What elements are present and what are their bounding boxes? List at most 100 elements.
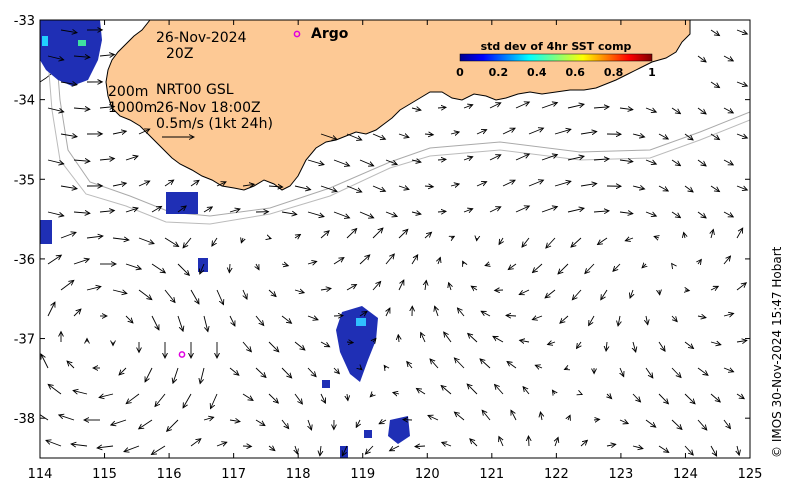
- current-vector: [372, 133, 385, 139]
- current-vector: [737, 445, 739, 455]
- current-vector: [541, 103, 557, 109]
- current-vector: [645, 419, 656, 427]
- current-vector: [255, 315, 264, 326]
- current-vector: [155, 393, 166, 406]
- current-vector: [125, 263, 141, 269]
- x-tick-label: 123: [608, 467, 633, 482]
- current-vector: [294, 185, 311, 190]
- current-vector: [489, 155, 501, 161]
- y-tick-label: -36: [14, 253, 35, 268]
- current-vector: [281, 264, 288, 266]
- current-vector: [463, 261, 464, 264]
- current-vector: [736, 393, 744, 399]
- current-vector: [593, 419, 600, 420]
- current-vector: [307, 211, 324, 217]
- current-vector: [523, 387, 530, 395]
- current-vector: [47, 211, 64, 216]
- current-vector: [145, 367, 153, 382]
- current-vector: [645, 211, 656, 216]
- current-vector: [736, 283, 746, 291]
- current-vector: [112, 238, 129, 240]
- current-vector: [684, 341, 694, 349]
- current-vector: [73, 391, 88, 394]
- current-vector: [671, 367, 681, 378]
- current-vector: [393, 392, 400, 394]
- current-vector: [589, 315, 595, 325]
- current-vector: [618, 315, 620, 326]
- current-vector: [360, 368, 362, 370]
- credit-label: © IMOS 30-Nov-2024 15:47 Hobart: [770, 246, 784, 458]
- current-vector: [481, 311, 491, 317]
- current-vector: [511, 410, 517, 421]
- current-vector: [736, 228, 743, 239]
- current-vector: [398, 335, 399, 343]
- current-vector: [333, 211, 350, 218]
- current-vector: [442, 442, 452, 446]
- current-vector: [508, 263, 517, 270]
- argo-float: [178, 351, 186, 358]
- current-vector: [97, 446, 114, 448]
- current-vector: [212, 237, 218, 246]
- current-vector: [471, 286, 478, 290]
- current-vector: [229, 420, 240, 422]
- australia-land: [105, 20, 691, 191]
- current-vector: [59, 415, 75, 421]
- current-vector: [485, 264, 490, 266]
- colorbar-tick-label: 1: [648, 66, 656, 79]
- current-vector: [515, 206, 529, 213]
- current-vector: [697, 55, 706, 62]
- current-vector: [71, 444, 88, 446]
- current-vector: [558, 263, 569, 274]
- current-vector: [359, 159, 374, 166]
- current-vector: [723, 368, 734, 372]
- current-vector: [684, 445, 693, 455]
- current-vector: [372, 281, 381, 291]
- current-vector: [268, 289, 276, 297]
- current-vector: [398, 186, 409, 189]
- isobath-200m: [55, 49, 750, 217]
- x-tick-label: 119: [350, 467, 375, 482]
- current-vector: [342, 445, 348, 456]
- current-vector: [67, 361, 75, 369]
- current-vector: [164, 237, 179, 246]
- current-vector: [307, 261, 317, 264]
- current-vector: [522, 237, 530, 247]
- current-vector: [183, 237, 192, 248]
- current-vector: [528, 436, 529, 447]
- current-vector: [421, 333, 426, 343]
- current-vector: [697, 367, 708, 375]
- current-vector: [437, 107, 446, 108]
- current-vector: [255, 419, 265, 426]
- current-vector: [506, 315, 517, 316]
- plot-frame: [39, 19, 751, 459]
- colorbar-tick-label: 0.4: [527, 66, 547, 79]
- current-vector: [255, 367, 266, 377]
- current-vector: [495, 384, 504, 395]
- current-vector: [73, 309, 81, 317]
- current-vector: [99, 107, 114, 108]
- current-vector: [580, 183, 597, 186]
- current-vector: [346, 229, 357, 239]
- current-vector: [684, 185, 693, 192]
- current-vector: [295, 445, 298, 454]
- current-vector: [167, 419, 179, 431]
- scale-label: 0.5m/s (1kt 24h): [156, 116, 273, 132]
- current-vector: [593, 211, 609, 212]
- current-vector: [554, 129, 571, 135]
- colorbar-tick-label: 0.2: [489, 66, 509, 79]
- current-vector: [457, 308, 465, 317]
- current-vector: [211, 393, 218, 409]
- sst-patches: [40, 20, 410, 458]
- current-vector: [502, 180, 515, 187]
- current-vector: [398, 280, 404, 291]
- current-vector: [540, 412, 542, 421]
- current-vector: [139, 419, 153, 429]
- current-vector: [736, 340, 747, 342]
- current-vector: [515, 102, 529, 109]
- current-vector: [320, 341, 330, 347]
- current-vector: [151, 445, 166, 454]
- current-vector: [124, 445, 140, 452]
- current-vector: [645, 367, 653, 378]
- current-vector: [577, 341, 581, 348]
